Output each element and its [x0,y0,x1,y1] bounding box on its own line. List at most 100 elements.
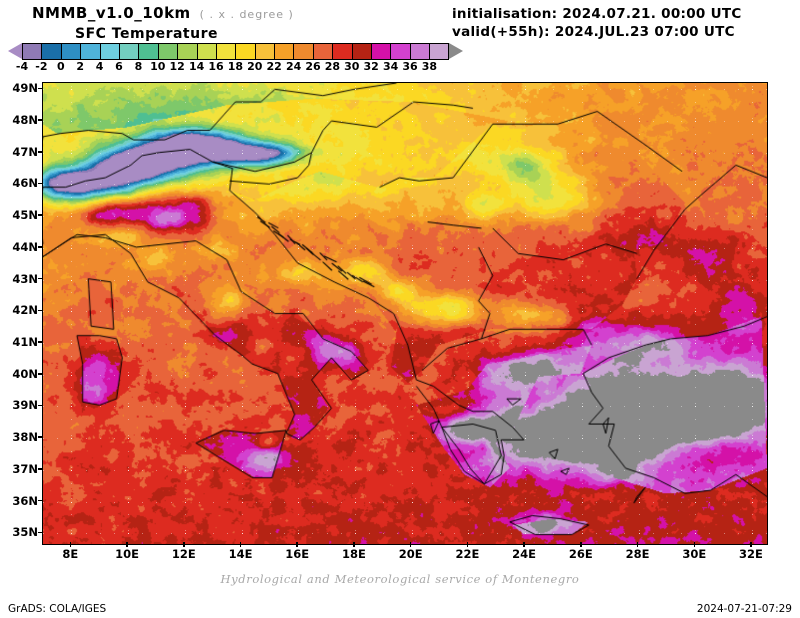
model-name-text: NMMB_v1.0_10km [32,4,191,22]
y-axis-tick-mark [38,468,43,470]
y-axis-tick-mark [38,309,43,312]
y-axis-tick-mark [38,151,43,153]
x-axis-tick-mark [580,542,582,547]
colorbar-tick: 26 [305,60,321,73]
colorbar-cell [293,43,313,60]
colorbar-cell [196,43,216,60]
colorbar-cell [60,43,81,60]
colorbar-cell [312,43,333,60]
map-plot-area[interactable] [42,82,768,545]
x-axis-tick-label: 20E [398,547,423,561]
colorbar: -4 -2 0 2 4 6 8 10 12 14 16 18 20 22 24 26 28 30 32 34 36 38 [4,43,463,74]
y-axis-tick-mark [38,277,43,280]
x-axis-tick-mark [523,542,525,547]
y-axis-tick-mark [38,246,43,248]
colorbar-tick: 24 [285,60,302,73]
y-axis-tick-label: 49N [12,81,38,96]
colorbar-tick: 10 [150,60,166,73]
x-axis-tick-mark [239,542,242,547]
colorbar-cell [274,43,294,60]
x-axis-tick-label: 18E [342,547,366,561]
y-axis-tick-label: 35N [12,525,38,540]
y-axis-tick-label: 46N [12,176,38,191]
y-axis-tick-label: 39N [12,398,38,413]
y-axis-tick-mark [38,182,43,185]
x-axis-tick-label: 24E [512,547,537,561]
x-axis-tick-mark [69,542,72,547]
colorbar-tick: 8 [134,60,143,73]
x-axis-tick-label: 14E [228,547,253,561]
x-axis-tick-label: 10E [115,547,140,561]
y-axis-tick-label: 43N [12,271,38,286]
generation-timestamp: 2024-07-21-07:29 [696,603,792,615]
colorbar-cell [41,43,61,60]
colorbar-tick: 6 [115,60,123,73]
temperature-field-canvas [43,83,767,544]
colorbar-cell [215,43,236,60]
colorbar-tick: 30 [344,60,360,73]
colorbar-cell [177,43,197,60]
x-axis-tick-label: 8E [62,547,79,561]
x-axis-tick-mark [466,542,469,547]
colorbar-tick: 34 [382,60,399,73]
y-axis-tick-mark [38,531,43,534]
x-axis-tick-label: 12E [171,547,196,561]
x-axis-tick-label: 16E [285,547,310,561]
x-axis-tick-mark [296,542,298,547]
y-axis-tick-mark [38,404,43,407]
y-axis-tick-mark [38,87,43,90]
colorbar-tick: 28 [324,60,341,73]
colorbar-cell [22,43,42,60]
y-axis-tick-mark [38,341,43,343]
y-axis-tick-mark [38,119,43,121]
x-axis-tick-mark [750,542,752,547]
colorbar-tick: 14 [188,60,205,73]
colorbar-tick: 16 [208,60,224,73]
y-axis-tick-label: 36N [12,493,38,508]
colorbar-tick: 22 [266,60,282,73]
y-axis-tick-label: 40N [12,366,38,381]
y-axis-tick-mark [38,214,43,216]
x-axis-tick-mark [693,542,696,547]
y-axis-tick-mark [38,499,43,502]
y-axis-tick-label: 42N [12,303,38,318]
valid-time: valid(+55h): 2024.JUL.23 07:00 UTC [452,24,735,40]
colorbar-cell [254,43,275,60]
x-axis-tick-label: 30E [682,547,707,561]
y-axis-tick-label: 41N [12,335,38,350]
x-axis-tick-mark [183,542,185,547]
colorbar-cell [138,43,158,60]
colorbar-tick: 4 [95,60,104,73]
colorbar-cell [429,43,449,60]
colorbar-tick: 32 [363,60,379,73]
x-axis-tick-label: 22E [455,547,480,561]
colorbar-cell [332,43,352,60]
colorbar-cell [157,43,178,60]
colorbar-cell [409,43,430,60]
x-axis-tick-label: 32E [739,547,763,561]
x-axis-tick-label: 28E [625,547,650,561]
colorbar-cell [99,43,119,60]
model-units-text: ( . x . degree ) [199,8,294,21]
colorbar-cell [351,43,372,60]
y-axis-tick-label: 44N [12,239,38,254]
colorbar-over-arrow [448,43,463,59]
initialisation-time: initialisation: 2024.07.21. 00:00 UTC [452,6,742,22]
x-axis-tick-mark [353,542,355,547]
x-axis-tick-mark [636,542,639,547]
y-axis-tick-label: 45N [12,208,38,223]
x-axis-labels: 8E 10E 12E 14E 16E 18E 20E 22E 24E 26E 28E 30E 32E [42,542,768,565]
colorbar-tick: 20 [247,60,263,73]
y-axis-labels: 35N 36N 37N 38N 39N 40N 41N 42N 43N 44N 45N 46N 47N 4… [0,81,43,545]
x-axis-tick-mark [126,542,128,547]
y-axis-tick-mark [38,436,43,438]
model-title: NMMB_v1.0_10km ( . x . degree ) [32,4,294,22]
colorbar-tick: 0 [56,60,65,73]
y-axis-tick-mark [38,373,43,375]
colorbar-cell [371,43,391,60]
y-axis-tick-label: 38N [12,430,38,445]
colorbar-cell [80,43,100,60]
y-axis-tick-label: 47N [12,144,38,159]
colorbar-cell [235,43,255,60]
colorbar-under-arrow [8,43,22,59]
